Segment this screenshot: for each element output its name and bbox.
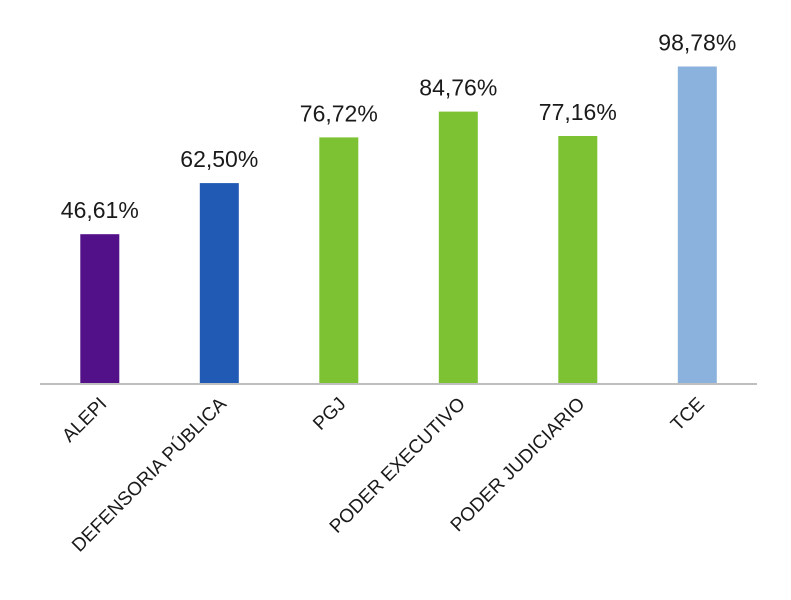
bar-5 — [677, 66, 717, 384]
bar-4 — [558, 136, 598, 384]
value-labels-group: 46,61% 62,50% 76,72% 84,76% 77,16% 98,78% — [61, 30, 737, 224]
value-label-5: 98,78% — [658, 30, 736, 56]
value-label-0: 46,61% — [61, 197, 139, 223]
bars-group — [80, 66, 717, 384]
category-label-2: PGJ — [309, 394, 350, 435]
bar-2 — [319, 137, 359, 384]
bar-0 — [80, 234, 120, 384]
bar-1 — [199, 183, 239, 384]
category-label-5: TCE — [667, 394, 709, 436]
value-label-2: 76,72% — [300, 100, 378, 126]
category-label-0: ALEPI — [58, 394, 111, 447]
value-label-4: 77,16% — [539, 99, 617, 125]
bar-3 — [438, 111, 478, 384]
category-label-3: PODER EXECUTIVO — [326, 394, 470, 538]
category-label-4: PODER JUDICIARIO — [447, 394, 590, 537]
value-label-3: 84,76% — [419, 75, 497, 101]
value-label-1: 62,50% — [180, 146, 258, 172]
